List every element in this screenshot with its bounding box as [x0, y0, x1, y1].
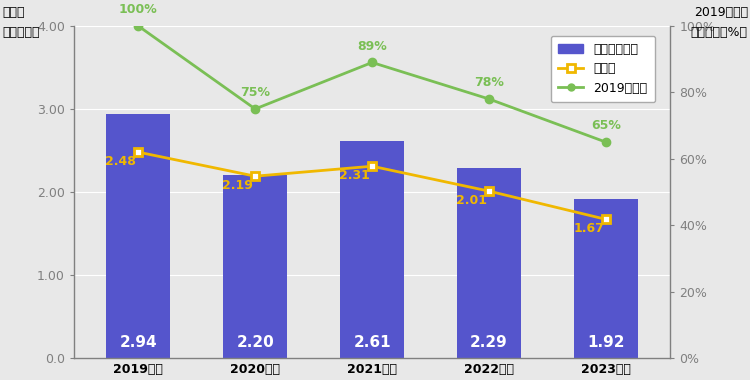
Text: 2.29: 2.29 [470, 335, 508, 350]
Text: 2.48: 2.48 [106, 155, 136, 168]
Text: 2.20: 2.20 [236, 335, 274, 350]
Text: 2.01: 2.01 [456, 194, 488, 207]
Text: 1.67: 1.67 [573, 222, 604, 235]
Bar [457, 168, 521, 358]
Bar [574, 199, 638, 358]
Text: 75%: 75% [240, 86, 270, 99]
Text: 78%: 78% [474, 76, 504, 89]
Text: （千トン）: （千トン） [2, 26, 40, 39]
Bar [106, 114, 170, 358]
Text: 1.92: 1.92 [587, 335, 625, 350]
Text: 2.94: 2.94 [119, 335, 157, 350]
Text: 100%: 100% [118, 3, 158, 16]
Text: 2019年度比: 2019年度比 [694, 6, 748, 19]
Bar [340, 141, 404, 358]
Text: 排出割合（%）: 排出割合（%） [691, 26, 748, 39]
Text: 65%: 65% [591, 119, 621, 132]
Text: 2.19: 2.19 [223, 179, 254, 192]
Text: 89%: 89% [357, 40, 387, 52]
Text: 2.61: 2.61 [353, 335, 391, 350]
Text: 2.31: 2.31 [339, 169, 370, 182]
Legend: 廃棄物排出量, 原単位, 2019年度比: 廃棄物排出量, 原単位, 2019年度比 [551, 35, 655, 102]
Text: 排出量: 排出量 [2, 6, 25, 19]
Bar [223, 175, 287, 358]
